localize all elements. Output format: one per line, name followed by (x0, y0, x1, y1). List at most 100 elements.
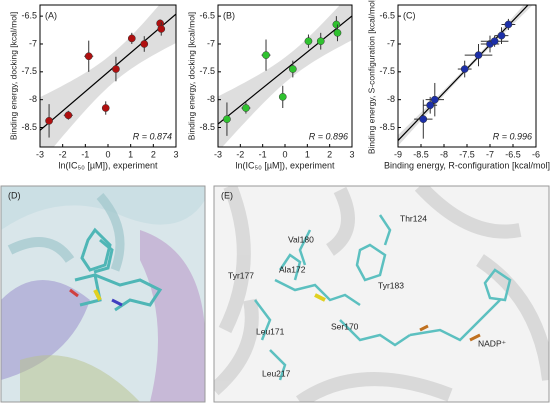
y-tick-label: -6.5 (21, 11, 37, 21)
y-tick-label: -8.5 (379, 122, 395, 132)
x-axis-label: ln(IC₅₀ [µM]), experiment (235, 160, 335, 170)
chart-panel: -8.5 -8 -7.5 -7 -6.5 -3 -2 -1 0 1 2 3 ln(IC₅₀ [µM]),… (8, 4, 179, 170)
residue-labels: Val180 Thr124 Tyr177 Ala172 Tyr183 Ser170 Leu1… (228, 213, 507, 378)
panel-label: (E) (221, 190, 233, 200)
y-tick-label: -7.5 (379, 66, 395, 76)
plot-area (398, 5, 533, 146)
y-tick-label: -7 (387, 38, 395, 48)
point (112, 65, 120, 73)
x-tick-label: 1 (128, 149, 133, 159)
y-tick-label: -6.5 (199, 11, 215, 21)
point (288, 65, 297, 73)
x-tick-label: 0 (282, 149, 287, 159)
point (45, 116, 53, 125)
point (474, 51, 483, 59)
x-tick-label: -8 (440, 149, 448, 159)
residue-label: Leu171 (256, 326, 285, 336)
x-axis-label: ln(IC₅₀ [µM]), experiment (58, 160, 158, 170)
panel-label: (B) (223, 10, 235, 20)
x-tick-label: -2 (59, 149, 67, 159)
residue-label: Val180 (288, 234, 314, 244)
panel-label: (D) (8, 190, 21, 200)
residue-label: Tyr177 (228, 270, 254, 280)
point (497, 31, 506, 40)
fit-line (40, 13, 176, 131)
panel-e-image (214, 186, 549, 402)
x-tick-label: -6.5 (505, 149, 521, 159)
residue-label: Leu217 (262, 368, 291, 378)
x-tick-label: 3 (349, 149, 354, 159)
y-tick-label: -7.5 (199, 66, 215, 76)
panel-e-frame (213, 185, 550, 403)
plot-area (218, 5, 352, 147)
x-tick-label: 2 (327, 149, 332, 159)
chart-panel: -8.5 -8 -7.5 -7 -6.5 -3 -2 -1 0 1 2 3 ln(IC₅₀ [µM]),… (186, 4, 355, 170)
x-tick-label: 2 (151, 149, 156, 159)
point (64, 111, 73, 120)
point (333, 28, 342, 37)
y-axis-label: Binding energy, docking [kcal/mol] (186, 12, 196, 140)
y-tick-label: -7 (29, 38, 37, 48)
point (332, 20, 341, 29)
residue-label: NADP⁺ (478, 338, 507, 348)
fit-line (218, 15, 352, 125)
x-axis-label: Binding energy, R-configuration [kcal/mo… (384, 160, 550, 170)
point (140, 40, 149, 48)
panel-d-image (1, 186, 205, 402)
panel-label: (A) (45, 10, 57, 20)
x-tick-label: -9 (394, 149, 402, 159)
y-tick-label: -8.5 (199, 122, 215, 132)
y-tick-label: -7 (207, 38, 215, 48)
residue-label: Tyr183 (378, 280, 404, 290)
x-tick-label: 0 (105, 149, 110, 159)
y-tick-label: -8.5 (21, 122, 37, 132)
annotation: R = 0.896 (309, 131, 348, 141)
residue-label: Thr124 (400, 213, 427, 223)
y-tick-label: -7.5 (21, 66, 37, 76)
x-tick-label: 1 (305, 149, 310, 159)
point (460, 65, 469, 73)
x-tick-label: -3 (36, 149, 44, 159)
y-tick-label: -8 (207, 94, 215, 104)
panel-label: (C) (403, 10, 416, 20)
point (430, 95, 439, 104)
x-tick-label: -1 (81, 149, 89, 159)
confidence-band (40, 5, 176, 147)
annotation: R = 0.996 (493, 131, 532, 141)
point (101, 104, 110, 112)
panel-d-frame (0, 185, 206, 403)
residue-label: Ala172 (279, 264, 306, 274)
point (278, 93, 287, 101)
y-tick-label: -8 (387, 94, 395, 104)
confidence-band (398, 5, 533, 146)
plot-frame (397, 4, 537, 148)
point (127, 34, 136, 43)
x-tick-label: -6 (532, 149, 540, 159)
y-tick-label: -6.5 (379, 11, 395, 21)
confidence-band (218, 5, 352, 147)
x-tick-label: -2 (236, 149, 244, 159)
point (419, 115, 428, 124)
point (157, 25, 166, 33)
y-axis-label: Binding energy, S-configuration [kcal/mo… (366, 0, 376, 154)
y-tick-label: -8 (29, 94, 37, 104)
x-tick-label: -1 (259, 149, 267, 159)
point (316, 37, 325, 46)
point (262, 51, 270, 59)
point (242, 104, 250, 112)
point (490, 37, 499, 46)
point (426, 101, 435, 110)
point (304, 37, 313, 46)
x-tick-label: -8.5 (413, 149, 429, 159)
annotation: R = 0.874 (133, 131, 172, 141)
x-tick-label: 3 (173, 149, 178, 159)
chart-panel: -8.5-8-7.5-7-6.5-9 -8.5 -8 -7.5 -7 -6.5 -6Bind… (366, 0, 550, 170)
x-tick-label: -7 (486, 149, 494, 159)
x-tick-label: -3 (214, 149, 222, 159)
plot-area (40, 5, 176, 147)
residue-label: Ser170 (331, 321, 359, 331)
x-tick-label: -7.5 (459, 149, 475, 159)
point (84, 52, 93, 61)
y-axis-label: Binding energy, docking [kcal/mol] (8, 12, 18, 140)
